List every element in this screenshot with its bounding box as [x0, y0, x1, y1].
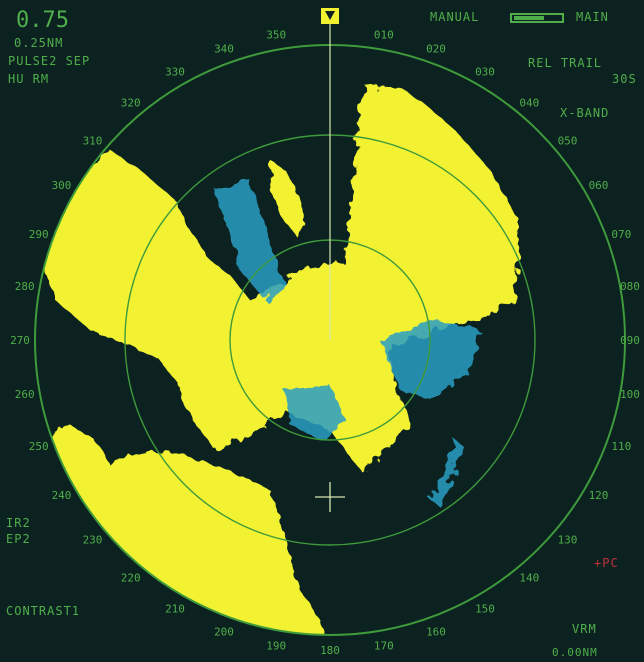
echo-land-west: [40, 150, 300, 450]
range-scale[interactable]: 0.75: [16, 8, 69, 33]
echo-land-northeast: [345, 85, 520, 355]
bearing-label: 330: [165, 66, 185, 79]
bearing-label: 190: [266, 639, 286, 652]
trails-time: 30S: [612, 72, 637, 86]
vrm-value: 0.00NM: [552, 646, 598, 659]
bearing-label: 160: [426, 625, 446, 638]
bearing-label: 340: [214, 43, 234, 56]
bearing-label: 040: [519, 97, 539, 110]
display-mode[interactable]: HU RM: [8, 72, 50, 86]
bearing-label: 350: [266, 29, 286, 42]
heading-marker-icon: [321, 8, 339, 24]
bearing-label: 150: [475, 603, 495, 616]
bearing-label: 050: [558, 135, 578, 148]
bearing-label: 180: [320, 644, 340, 657]
bearing-label: 210: [165, 603, 185, 616]
clutter-south: [285, 385, 345, 440]
bearing-label: 220: [121, 572, 141, 585]
clutter-northwest: [215, 180, 285, 300]
contrast-setting[interactable]: CONTRAST1: [6, 604, 81, 618]
bearing-label: 080: [620, 280, 640, 293]
trails-mode[interactable]: REL TRAIL: [528, 56, 603, 70]
bearing-label: 140: [519, 572, 539, 585]
bearing-label: 300: [52, 179, 72, 192]
bearing-label: 270: [10, 334, 30, 347]
bearing-label: 200: [214, 625, 234, 638]
echo-land-center: [245, 260, 410, 470]
interference-rejection[interactable]: IR2: [6, 516, 31, 530]
ring-interval: 0.25NM: [14, 36, 64, 50]
bearing-scale: 010 020 030 040 050 060 070 080 090 100 110 120 130 1…: [10, 29, 640, 657]
tune-bar-icon: [510, 13, 564, 23]
echo-layer: [40, 85, 520, 635]
bearing-label: 100: [620, 388, 640, 401]
bearing-label: 310: [83, 135, 103, 148]
bearing-label: 060: [589, 179, 609, 192]
alert-indicator: +PC: [594, 556, 619, 570]
bearing-label: 010: [374, 29, 394, 42]
vrm-label[interactable]: VRM: [572, 622, 597, 636]
echo-island-north: [270, 160, 305, 235]
pulse-length[interactable]: PULSE2 SEP: [8, 54, 91, 68]
bearing-label: 320: [121, 97, 141, 110]
bearing-label: 250: [29, 440, 49, 453]
bearing-label: 280: [15, 280, 35, 293]
bearing-label: 130: [558, 533, 578, 546]
bearing-label: 230: [83, 533, 103, 546]
bearing-label: 260: [15, 388, 35, 401]
ship-position-cross-icon: [315, 482, 345, 512]
bearing-label: 170: [374, 639, 394, 652]
clutter-east: [380, 320, 480, 400]
interference-rejection-sub: EP2: [6, 532, 31, 546]
bearing-label: 020: [426, 43, 446, 56]
tuning-status[interactable]: MANUAL: [430, 10, 480, 24]
radar-band[interactable]: X-BAND: [560, 106, 610, 120]
bearing-label: 070: [611, 228, 631, 241]
bearing-label: 240: [52, 489, 72, 502]
bearing-label: 090: [620, 334, 640, 347]
bearing-label: 290: [29, 228, 49, 241]
bearing-label: 030: [475, 66, 495, 79]
main-unit-label[interactable]: MAIN: [576, 10, 609, 24]
bearing-label: 110: [611, 440, 631, 453]
echo-land-southwest: [40, 425, 330, 635]
target-track-southeast: [430, 440, 462, 505]
bearing-label: 120: [589, 489, 609, 502]
